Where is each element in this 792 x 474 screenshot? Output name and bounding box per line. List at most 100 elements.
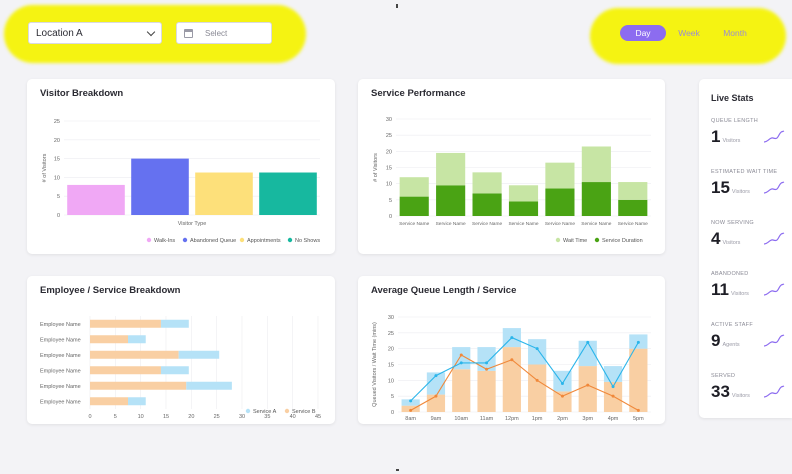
x-tick-label: 10 (138, 414, 144, 420)
employee-service-card: Employee / Service Breakdown 0 5 10 15 20 25 3… (27, 276, 335, 424)
x-tick-label: 45 (315, 414, 321, 420)
x-tick-label: 40 (290, 414, 296, 420)
bar-service-a (528, 339, 547, 365)
y-tick-label: 0 (389, 214, 392, 220)
point-queue-a (611, 394, 615, 398)
bar-wait-time (472, 172, 502, 194)
bar-service-duration (581, 182, 611, 216)
live-stats-panel: Live Stats Queue Length 1 Visitors Estimate… (699, 79, 792, 418)
bar (195, 172, 253, 215)
point-queue-b (409, 399, 413, 403)
bar-service-duration (399, 196, 429, 216)
bar-wait-time (436, 152, 466, 186)
bar-service-b (553, 391, 572, 412)
trend-sparkline-icon (763, 181, 785, 194)
legend-swatch (245, 408, 251, 414)
point-queue-a (459, 353, 463, 357)
employee-service-chart: 0 5 10 15 20 25 30 35 40 45 Employee Name Employee … (40, 316, 321, 420)
period-month[interactable]: Month (723, 28, 747, 38)
legend-swatch (239, 237, 245, 243)
stat-unit: Visitors (731, 393, 750, 399)
point-queue-a (636, 408, 640, 412)
bar-service-b (90, 381, 187, 390)
bar-service-a (186, 381, 232, 390)
visitor-breakdown-card: Visitor Breakdown 0 5 10 15 20 25 # of Visitor… (27, 79, 335, 254)
card-title: Visitor Breakdown (40, 88, 124, 99)
bar-service-a (128, 397, 146, 406)
bar-service-a (160, 319, 189, 328)
x-tick-label: 10am (454, 416, 468, 422)
period-toggle: Day Week Month (620, 24, 765, 42)
stat-value: 9 (711, 331, 721, 350)
bar-service-a (603, 366, 623, 382)
bar-service-a (452, 347, 471, 370)
stat-label: Queue Length (711, 118, 758, 124)
period-week[interactable]: Week (678, 28, 700, 38)
x-tick-label: 11am (480, 416, 494, 422)
y-tick-label: Employee Name (40, 322, 81, 328)
date-picker[interactable]: Select (176, 22, 272, 44)
live-stats-title: Live Stats (711, 93, 754, 103)
point-queue-b (459, 361, 463, 365)
point-queue-a (485, 367, 489, 371)
y-tick-label: 10 (388, 378, 394, 384)
point-queue-a (560, 394, 564, 398)
x-tick-label: 3pm (582, 416, 593, 422)
period-day[interactable]: Day (620, 25, 666, 41)
bar (259, 172, 317, 215)
bar-service-b (528, 364, 547, 412)
x-tick-label: 15 (163, 414, 169, 420)
x-tick-label: Service Name (508, 221, 538, 227)
legend-label: Appointments (247, 238, 281, 244)
y-tick-label: 10 (54, 175, 60, 181)
y-tick-label: 0 (57, 213, 60, 219)
legend-swatch (182, 237, 188, 243)
bar-wait-time (399, 177, 429, 197)
y-tick-label: 20 (386, 149, 392, 155)
y-tick-label: Employee Name (40, 368, 81, 374)
bar-wait-time (508, 185, 539, 202)
y-axis-label: Queued Visitors / Wait Time (mins) (372, 322, 378, 407)
stat-unit: Visitors (731, 189, 750, 195)
point-queue-a (409, 408, 413, 412)
legend-label: No Shows (295, 238, 320, 244)
stat-active-staff: Active Staff 9 Agents (711, 322, 789, 351)
trend-sparkline-icon (763, 283, 785, 296)
x-tick-label: 35 (264, 414, 270, 420)
stat-estimated-wait-time: Estimated Wait Time 15 Visitors (711, 169, 789, 198)
x-tick-label: 5pm (633, 416, 644, 422)
point-queue-b (586, 340, 590, 344)
location-select[interactable]: Location A (28, 22, 162, 44)
legend-label: Service A (253, 409, 277, 415)
bar-wait-time (581, 146, 611, 183)
trend-sparkline-icon (763, 334, 785, 347)
y-tick-label: 30 (388, 315, 394, 321)
stat-now-serving: Now Serving 4 Visitors (711, 220, 789, 249)
stat-unit: Visitors (722, 138, 741, 144)
y-tick-label: 25 (386, 133, 392, 139)
bottom-marker (396, 469, 399, 471)
stat-unit: Visitors (730, 291, 749, 297)
trend-sparkline-icon (763, 385, 785, 398)
stat-label: Estimated Wait Time (711, 169, 778, 175)
legend-label: Service B (292, 409, 316, 415)
stat-queue-length: Queue Length 1 Visitors (711, 118, 789, 147)
chevron-down-icon (146, 27, 156, 36)
y-tick-label: 20 (388, 347, 394, 353)
x-tick-label: 0 (88, 414, 91, 420)
stat-label: Abandoned (711, 271, 749, 277)
stat-served: Served 33 Visitors (711, 373, 789, 402)
point-queue-a (586, 383, 590, 387)
y-tick-label: 25 (54, 119, 60, 125)
x-tick-label: 20 (188, 414, 194, 420)
location-select-value: Location A (36, 27, 83, 39)
legend-swatch (146, 237, 152, 243)
bar-service-b (629, 348, 648, 412)
bar-service-b (90, 397, 128, 406)
point-queue-b (560, 382, 564, 385)
stat-label: Now Serving (711, 220, 754, 226)
x-tick-label: 9am (431, 416, 442, 422)
trend-sparkline-icon (763, 232, 785, 245)
stat-unit: Visitors (722, 240, 741, 246)
line-queue-a (410, 354, 639, 411)
